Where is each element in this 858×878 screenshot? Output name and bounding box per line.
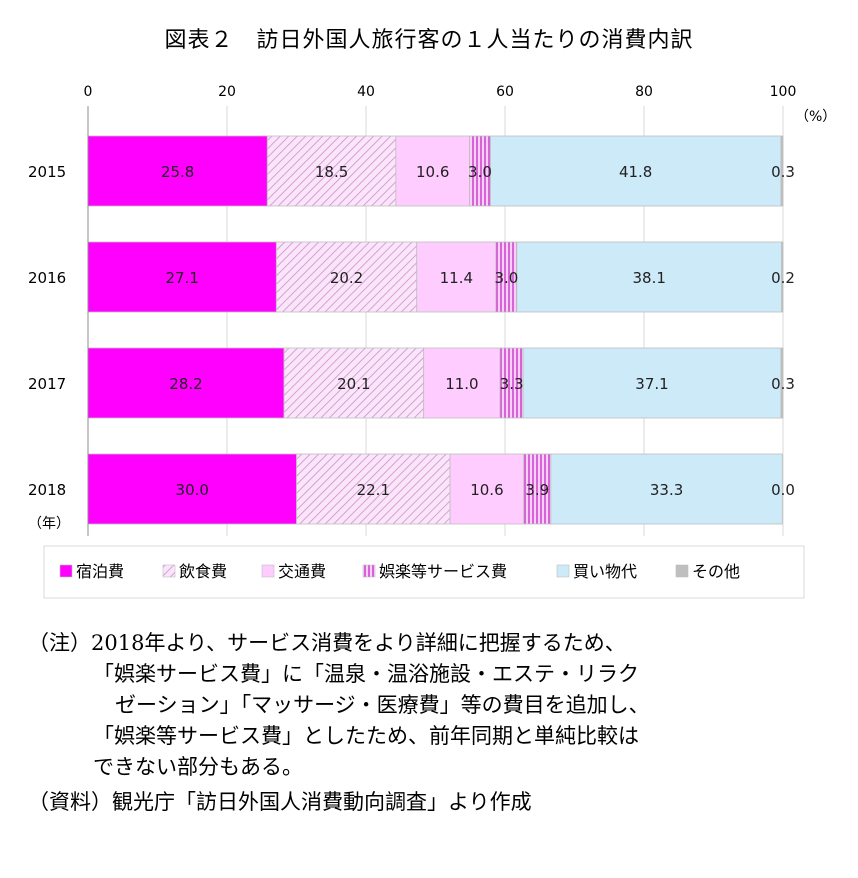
- data-label: 41.8: [619, 163, 652, 181]
- category-label: 2015: [28, 163, 66, 181]
- data-label: 30.0: [176, 481, 209, 499]
- category-label: 2018: [28, 481, 66, 499]
- x-tick-label: 40: [357, 84, 375, 100]
- legend-swatch: [59, 564, 73, 578]
- category-label: 2016: [28, 269, 66, 287]
- note-line: 2018年より、サービス消費をより詳細に把握するため、: [91, 631, 626, 655]
- y-axis-unit: （年）: [28, 516, 70, 532]
- data-label: 25.8: [161, 163, 194, 181]
- data-label: 27.1: [165, 269, 198, 287]
- data-label: 20.1: [337, 375, 370, 393]
- bar-segment: [780, 135, 784, 207]
- x-tick-label: 0: [84, 84, 93, 100]
- legend-swatch: [261, 564, 275, 578]
- data-label: 0.0: [771, 481, 795, 499]
- legend-label: その他: [692, 562, 740, 581]
- bar-segment: [490, 135, 782, 207]
- source-heading: （資料）: [28, 790, 112, 814]
- bar-segment: [449, 453, 525, 525]
- bar-segment: [423, 347, 501, 419]
- bar-segment: [781, 241, 784, 313]
- data-label: 11.4: [440, 269, 473, 287]
- data-label: 22.1: [357, 481, 390, 499]
- x-tick-label: 80: [635, 84, 653, 100]
- bar-segment: [523, 453, 552, 525]
- note-line: 「娯楽等サービス費」としたため、前年同期と単純比較は: [93, 724, 639, 748]
- bar-segment: [550, 453, 783, 525]
- note-line: できない部分もある。: [93, 755, 303, 779]
- data-label: 3.0: [494, 269, 518, 287]
- x-axis-unit: （%）: [795, 109, 836, 125]
- legend-label: 飲食費: [179, 562, 227, 581]
- legend-label: 買い物代: [573, 562, 637, 581]
- data-label: 3.9: [525, 481, 549, 499]
- data-label: 10.6: [470, 481, 503, 499]
- data-label: 33.3: [650, 481, 683, 499]
- x-tick-label: 100: [770, 84, 797, 100]
- bar-segment: [296, 453, 451, 525]
- note-heading: （注）: [28, 631, 91, 655]
- legend-swatch: [675, 564, 689, 578]
- data-label: 11.0: [445, 375, 478, 393]
- data-label: 38.1: [633, 269, 666, 287]
- legend-swatch: [362, 564, 376, 578]
- bar-segment: [266, 135, 397, 207]
- stacked-bar-chart: 25.8 18.5 10.6 3.0 41.8 0.3 27.1 20.2 11.4 3.0 38.…: [28, 84, 836, 599]
- bar-segment: [522, 347, 782, 419]
- bar-segment: [283, 347, 425, 419]
- x-tick-label: 20: [218, 84, 236, 100]
- data-label: 0.2: [771, 269, 795, 287]
- data-label: 10.6: [416, 163, 449, 181]
- data-label: 0.3: [771, 375, 795, 393]
- footnotes: （注） 2018年より、サービス消費をより詳細に把握するため、 「娯楽サービス費…: [28, 628, 838, 818]
- bar-segment: [87, 241, 277, 313]
- data-label: 18.5: [315, 163, 348, 181]
- legend-swatch: [556, 564, 570, 578]
- data-label: 0.3: [771, 163, 795, 181]
- legend-swatch: [162, 564, 176, 578]
- bar-segment: [780, 347, 784, 419]
- category-label: 2017: [28, 375, 66, 393]
- data-label: 37.1: [635, 375, 668, 393]
- data-label: 20.2: [330, 269, 363, 287]
- data-label: 3.0: [468, 163, 492, 181]
- source-text: 観光庁「訪日外国人消費動向調査」より作成: [112, 790, 532, 814]
- legend-label: 宿泊費: [76, 562, 124, 581]
- data-label: 28.2: [169, 375, 202, 393]
- bar-segment: [87, 453, 297, 525]
- bar-segment: [416, 241, 497, 313]
- data-label: 3.3: [500, 375, 524, 393]
- bar-segment: [395, 135, 470, 207]
- note-line: 「娯楽サービス費」に「温泉・温浴施設・エステ・リラク: [93, 662, 639, 686]
- note-line: ゼーション」「マッサージ・医療費」等の費目を追加し、: [115, 693, 650, 717]
- chart-title: 図表２ 訪日外国人旅行客の１人当たりの消費内訳: [164, 28, 694, 53]
- legend-label: 交通費: [278, 562, 326, 581]
- legend-label: 娯楽等サービス費: [379, 562, 507, 581]
- x-tick-label: 60: [496, 84, 514, 100]
